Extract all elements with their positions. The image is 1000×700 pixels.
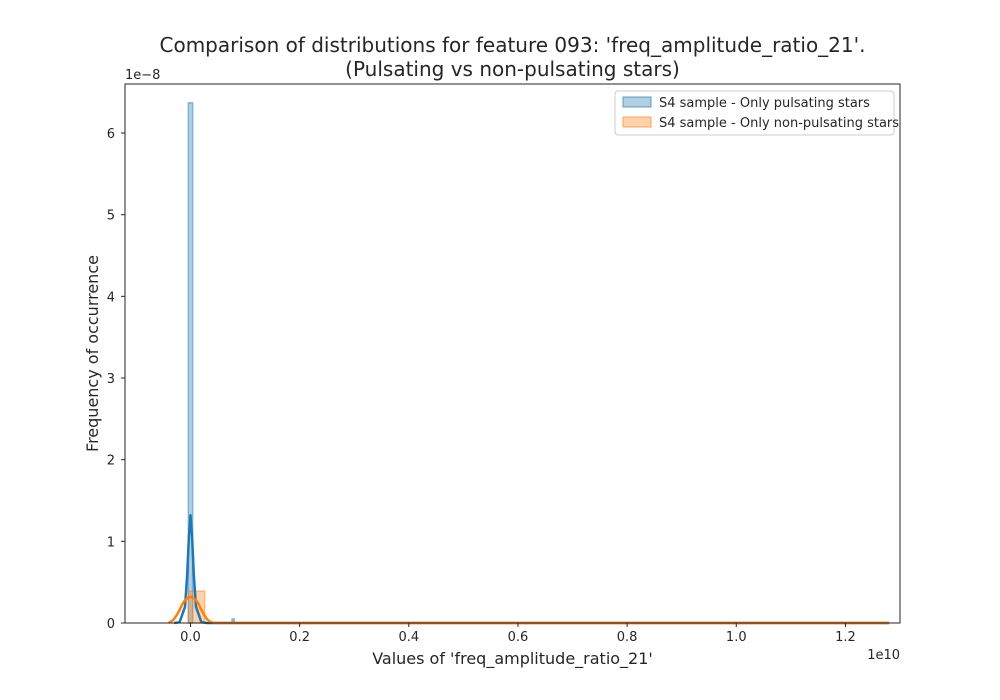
x-tick-label: 0.0 (180, 630, 201, 645)
y-tick-label: 4 (107, 290, 115, 305)
legend-box (614, 90, 895, 136)
x-tick-label: 0.4 (398, 630, 419, 645)
x-tick-label: 0.2 (289, 630, 310, 645)
x-tick-label: 1.2 (835, 630, 856, 645)
y-tick-label: 0 (107, 617, 115, 632)
kde-line-0 (173, 513, 890, 625)
y-tick-label: 2 (107, 454, 115, 469)
chart-title: Comparison of distributions for feature … (159, 33, 866, 57)
x-offset-text: 1e10 (867, 648, 900, 663)
y-axis-label: Frequency of occurrence (83, 255, 102, 452)
axes-frame (124, 83, 901, 624)
y-tick-label: 3 (107, 372, 115, 387)
x-tick-label: 1.0 (726, 630, 747, 645)
legend-swatch-1 (622, 116, 652, 128)
y-tick-label: 5 (107, 209, 115, 224)
legend-label-1: S4 sample - Only non-pulsating stars (659, 116, 899, 131)
y-tick-label: 1 (107, 535, 115, 550)
x-tick-label: 0.6 (508, 630, 529, 645)
x-tick-label: 0.8 (617, 630, 638, 645)
x-axis-label: Values of 'freq_amplitude_ratio_21' (372, 649, 653, 669)
chart-subtitle: (Pulsating vs non-pulsating stars) (345, 57, 680, 81)
y-tick-label: 6 (107, 127, 115, 142)
kde-line-1 (168, 595, 890, 625)
legend-label-0: S4 sample - Only pulsating stars (659, 96, 870, 111)
legend-swatch-0 (622, 96, 652, 108)
y-offset-text: 1e−8 (125, 68, 160, 83)
